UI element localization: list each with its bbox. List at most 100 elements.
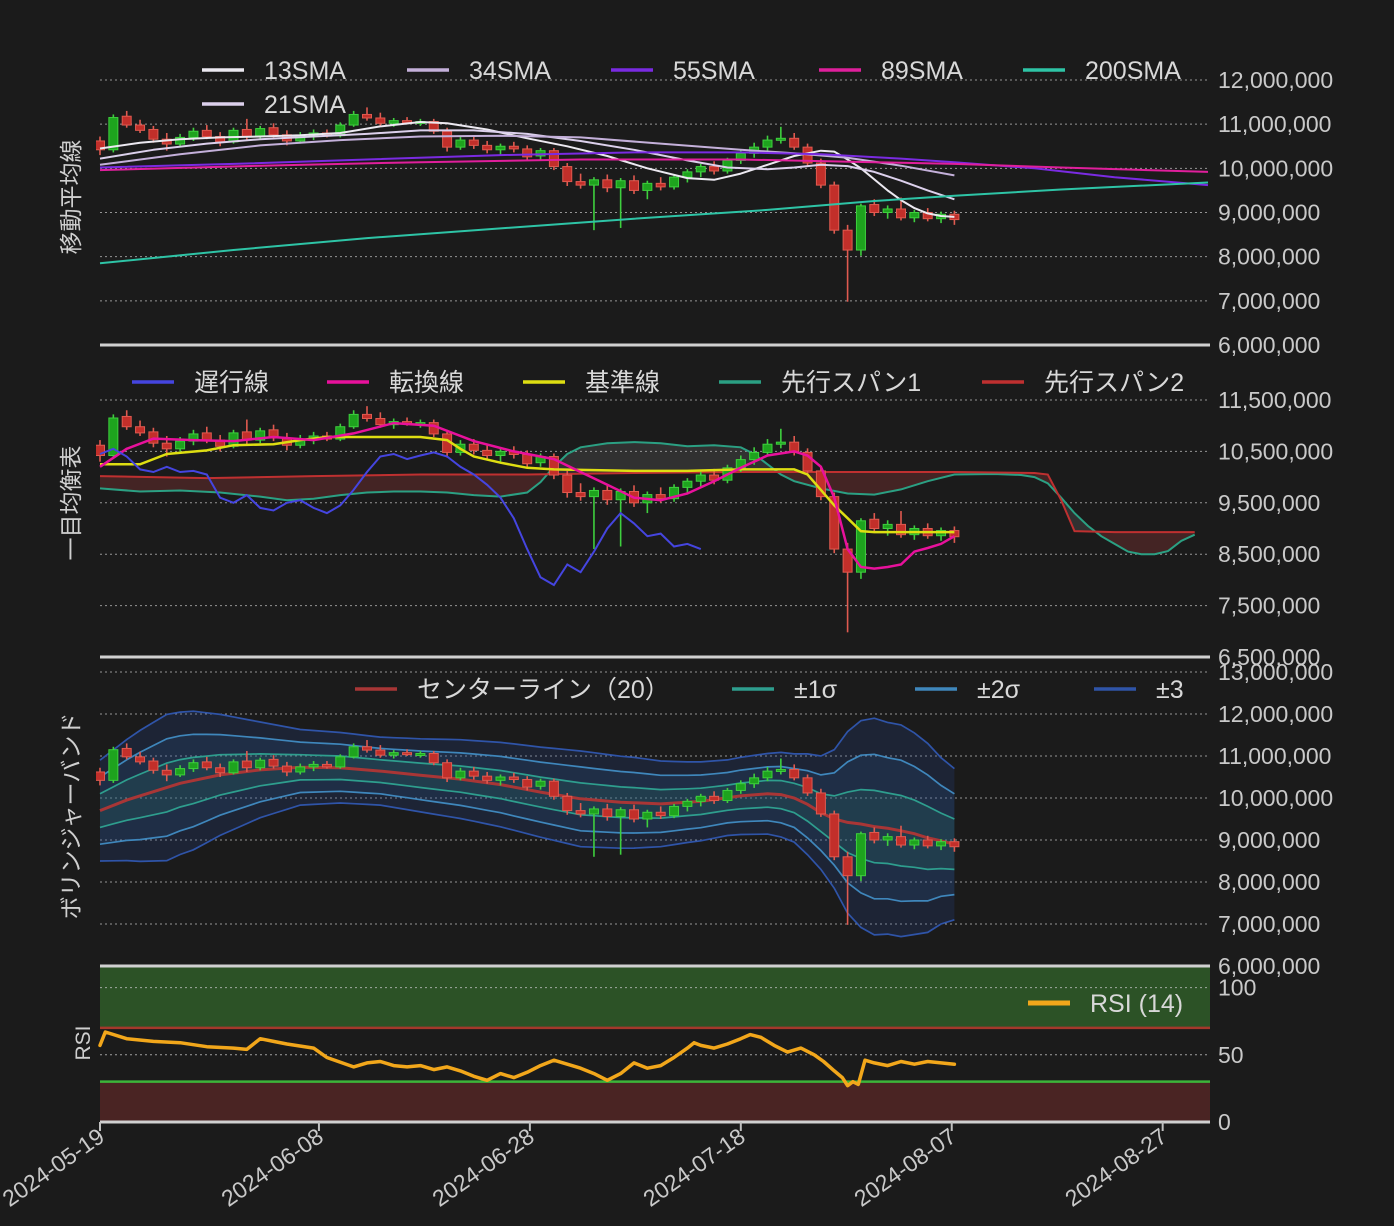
panel-moving-averages <box>96 79 1210 347</box>
candle-body <box>695 474 706 482</box>
y-axis-label-bollinger: 6,000,000 <box>1218 953 1320 979</box>
candle-body <box>522 453 533 465</box>
legend-label: 先行スパン1 <box>781 369 921 397</box>
candle-body <box>241 128 252 138</box>
ichimoku-cloud-bearish <box>100 466 1195 555</box>
legend-item-ichimoku[interactable]: 遅行線 <box>132 369 269 397</box>
candle-body <box>135 756 146 763</box>
legend-item-bollinger[interactable]: ±2σ <box>915 676 1021 704</box>
candle-body <box>255 759 266 769</box>
legend-item-sma[interactable]: 55SMA <box>611 57 755 85</box>
candle-body <box>121 747 132 758</box>
candle-body <box>642 182 653 191</box>
axis-title-rsi: RSI <box>72 1025 95 1060</box>
candle-body <box>855 520 866 573</box>
candle-body <box>682 800 693 807</box>
candle-body <box>135 124 146 131</box>
tenkan-line <box>99 421 956 570</box>
candle-body <box>642 811 653 820</box>
ichimoku-cloud-bullish <box>553 442 1102 537</box>
candle-body <box>548 456 559 476</box>
candle-body <box>335 756 346 768</box>
candle-body <box>749 777 760 785</box>
candle-body <box>882 836 893 841</box>
candle-body <box>348 746 359 758</box>
rsi-overbought-zone <box>100 966 1210 1028</box>
candle-body <box>175 136 186 145</box>
legend-label: 先行スパン2 <box>1044 369 1184 397</box>
legend-item-bollinger[interactable]: ±1σ <box>732 676 838 704</box>
legend-label: ±3 <box>1156 676 1184 704</box>
legend-label: センターライン（20） <box>417 676 670 704</box>
candle-body <box>775 137 786 141</box>
plot-area-ichimoku[interactable] <box>100 362 1210 659</box>
legend-item-ichimoku[interactable]: 先行スパン2 <box>982 369 1184 397</box>
bollinger-lower-1sigma-line <box>99 778 955 871</box>
candle-body <box>602 489 613 501</box>
legend-item-rsi[interactable]: RSI (14) <box>1028 990 1183 1018</box>
candle-body <box>869 831 880 841</box>
candle-body <box>669 805 680 817</box>
y-axis-label-ichimoku: 9,500,000 <box>1218 490 1320 516</box>
y-axis-label-ichimoku: 6,500,000 <box>1218 644 1320 670</box>
y-axis-label-bollinger: 13,000,000 <box>1218 659 1333 685</box>
candle-body <box>655 811 666 817</box>
y-axis-label-sma: 9,000,000 <box>1218 200 1320 226</box>
legend-item-ichimoku[interactable]: 転換線 <box>327 369 464 397</box>
legend-item-sma[interactable]: 21SMA <box>202 91 346 119</box>
legend-item-ichimoku[interactable]: 基準線 <box>523 369 660 397</box>
candle-body <box>442 762 453 779</box>
candle-body <box>348 113 359 126</box>
y-axis-label-ichimoku: 7,500,000 <box>1218 593 1320 619</box>
candle-body <box>802 777 813 794</box>
candle-body <box>508 145 519 150</box>
candle-body <box>108 749 119 781</box>
candle-body <box>562 166 573 183</box>
legend-item-bollinger[interactable]: センターライン（20） <box>355 676 670 704</box>
legend-item-sma[interactable]: 89SMA <box>819 57 963 85</box>
candle-body <box>121 115 132 126</box>
axis-title-bollinger: ボリンジャーバンド <box>58 713 84 920</box>
legend-item-sma[interactable]: 200SMA <box>1023 57 1181 85</box>
panel-rsi <box>98 966 1210 1122</box>
legend-item-ichimoku[interactable]: 先行スパン1 <box>719 369 921 397</box>
candle-body <box>602 179 613 189</box>
y-axis-label-ichimoku: 11,500,000 <box>1218 387 1331 413</box>
candle-body <box>348 413 359 428</box>
candle-body <box>789 137 800 148</box>
candle-body <box>829 813 840 858</box>
candle-body <box>682 480 693 488</box>
candle-body <box>96 771 105 781</box>
legend-label: 55SMA <box>673 57 755 85</box>
candle-body <box>709 166 720 172</box>
candle-body <box>855 205 866 251</box>
bollinger-upper-3sigma-line <box>99 710 955 770</box>
candle-body <box>882 523 893 530</box>
bollinger-lower-3sigma-line <box>99 802 955 938</box>
candle-body <box>175 440 186 450</box>
candle-body <box>629 809 639 820</box>
candle-body <box>96 140 105 151</box>
candle-body <box>188 130 199 138</box>
candle-body <box>121 415 132 428</box>
legend-label: 21SMA <box>264 91 346 119</box>
candle-body <box>228 761 239 774</box>
y-axis-label-sma: 7,000,000 <box>1218 288 1320 314</box>
candle-body <box>775 768 786 772</box>
candle-body <box>588 179 599 186</box>
bollinger-band-fill-2sigma <box>100 734 955 902</box>
legend-item-sma[interactable]: 13SMA <box>202 57 346 85</box>
candle-body <box>442 130 453 148</box>
candle-body <box>789 768 800 779</box>
axis-title-ichimoku: 一目均衡表 <box>58 446 84 561</box>
legend-item-bollinger[interactable]: ±3 <box>1094 676 1184 704</box>
bollinger-upper-2sigma-line <box>99 733 955 795</box>
legend-item-sma[interactable]: 34SMA <box>407 57 551 85</box>
candle-body <box>882 208 893 214</box>
candle-body <box>495 145 506 151</box>
legend-label: 13SMA <box>264 57 346 85</box>
candle-body <box>108 417 119 457</box>
candle-body <box>215 767 226 774</box>
